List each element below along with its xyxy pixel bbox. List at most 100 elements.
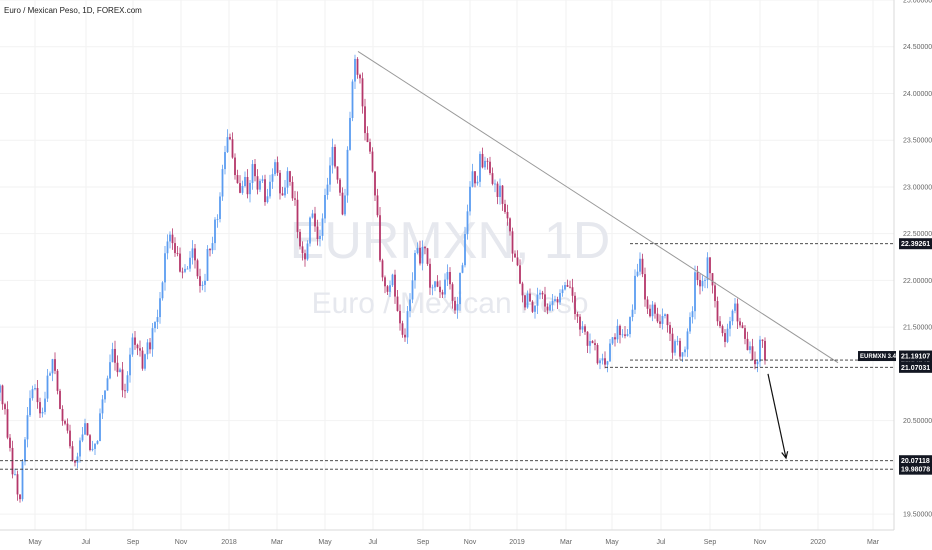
candle	[86, 423, 89, 436]
candle	[574, 292, 576, 320]
candle	[254, 159, 256, 182]
candle	[146, 339, 149, 360]
candle	[44, 391, 46, 415]
candle	[286, 167, 289, 194]
candle	[559, 289, 561, 305]
candle	[496, 181, 499, 205]
candle	[111, 342, 114, 363]
candle	[271, 168, 274, 189]
candle	[9, 434, 11, 452]
candle	[276, 156, 279, 176]
x-tick-label: Jul	[82, 539, 91, 546]
candle	[314, 206, 316, 232]
time-axis[interactable]: May Jul Sep Nov 2018 Mar May Jul Sep Nov 2019 Mar Ma…	[28, 539, 879, 546]
candle	[591, 340, 594, 344]
candle	[366, 126, 369, 143]
candle	[514, 250, 516, 258]
arrow-head	[781, 451, 789, 460]
candle	[194, 244, 196, 269]
y-tick-label: 19.50000	[903, 512, 932, 519]
candle	[79, 437, 81, 463]
trendline[interactable]	[357, 50, 839, 364]
candle	[301, 241, 304, 261]
candle	[319, 229, 321, 247]
candle	[211, 236, 214, 254]
candle	[176, 245, 179, 257]
candle	[266, 188, 269, 204]
x-tick-label: Mar	[560, 539, 573, 546]
candle	[719, 316, 721, 329]
candle	[411, 272, 414, 304]
candle	[91, 440, 94, 452]
candle	[534, 305, 536, 319]
x-tick-label: Mar	[271, 539, 284, 546]
grid	[0, 0, 894, 530]
candle	[441, 289, 444, 298]
candle	[124, 383, 126, 399]
candle	[689, 312, 691, 334]
candle	[54, 352, 56, 375]
candle	[714, 281, 716, 308]
candle	[191, 240, 194, 265]
price-label-text: 22.39261	[901, 241, 930, 248]
drawings[interactable]	[0, 50, 894, 470]
x-tick-label: Jul	[657, 539, 666, 546]
candle	[59, 388, 61, 410]
candle	[1, 384, 4, 410]
price-label-text: 20.07118	[901, 458, 930, 465]
candle	[651, 300, 654, 322]
candle	[231, 132, 234, 159]
symbol-tag[interactable]: EURMXN 3.43%	[858, 351, 905, 362]
candles[interactable]	[0, 54, 766, 503]
candle	[49, 371, 51, 376]
candle	[196, 258, 199, 279]
candle	[439, 280, 441, 299]
candle	[326, 177, 329, 200]
candle	[101, 394, 104, 420]
candle	[201, 281, 204, 291]
x-tick-label: Nov	[464, 539, 477, 546]
arrow-shaft[interactable]	[767, 373, 787, 459]
candle	[709, 257, 711, 280]
candle	[396, 289, 399, 312]
candle	[71, 441, 74, 462]
candle	[521, 281, 524, 303]
candle	[666, 313, 669, 333]
candle	[139, 340, 141, 357]
candle	[114, 340, 116, 371]
x-tick-label: Nov	[754, 539, 767, 546]
candle	[199, 268, 201, 293]
candle	[324, 188, 326, 224]
candle	[606, 360, 609, 373]
candle	[84, 418, 86, 435]
candle	[746, 331, 749, 351]
candle	[379, 207, 381, 263]
candle	[421, 240, 424, 271]
candle	[251, 160, 254, 190]
candle	[626, 328, 629, 337]
candle	[236, 169, 239, 184]
candle	[579, 314, 581, 337]
candle	[6, 401, 9, 440]
candle	[136, 343, 139, 356]
candle	[759, 335, 761, 367]
candle	[566, 279, 569, 287]
candle	[676, 335, 679, 346]
candle	[476, 175, 479, 186]
candle	[269, 174, 271, 199]
candle	[376, 188, 379, 218]
price-axis[interactable]: 25.00000 24.50000 24.00000 23.50000 23.00000…	[903, 0, 932, 519]
candle	[311, 209, 314, 219]
candle	[299, 229, 301, 250]
candle	[729, 316, 731, 337]
candle	[364, 98, 366, 141]
price-label: 21.19107	[899, 350, 932, 362]
candle	[436, 275, 439, 288]
candle	[346, 146, 349, 203]
x-tick-label: 2019	[509, 539, 525, 546]
candle	[189, 251, 191, 272]
y-tick-label: 22.50000	[903, 231, 932, 238]
candle	[686, 328, 689, 358]
